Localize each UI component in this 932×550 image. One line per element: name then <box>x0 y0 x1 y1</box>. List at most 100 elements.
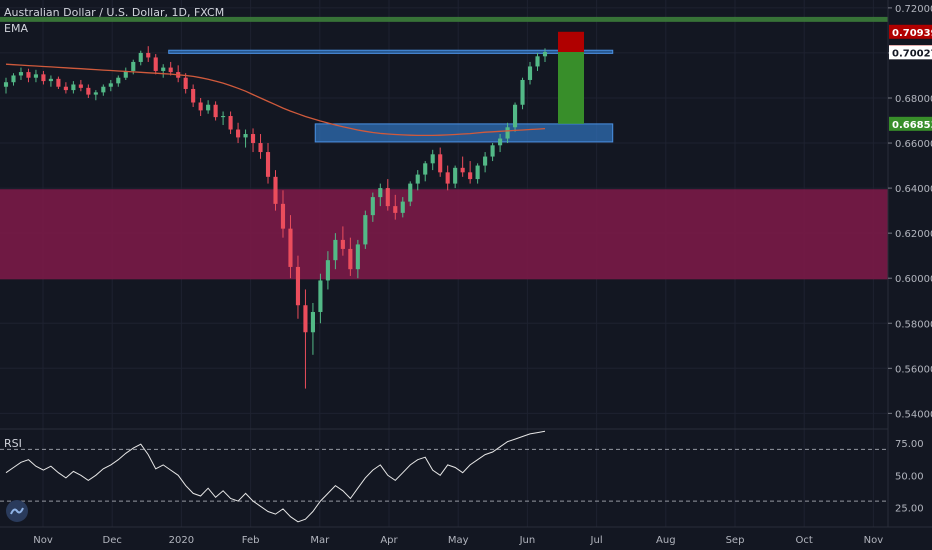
candle <box>250 128 256 153</box>
time-tick-label: Nov <box>33 535 53 546</box>
time-tick-label: Apr <box>380 535 398 546</box>
candle <box>438 147 443 177</box>
candle <box>385 179 390 211</box>
candle-body <box>153 57 158 71</box>
candle-body <box>41 74 46 82</box>
candle-body <box>236 129 241 138</box>
take-profit-box <box>558 52 584 124</box>
candle <box>355 239 360 279</box>
tradingview-logo-icon[interactable] <box>6 500 28 522</box>
candle <box>542 48 548 62</box>
candle-body <box>280 203 286 229</box>
candle <box>512 102 518 132</box>
candle <box>18 67 24 80</box>
ema-indicator-label[interactable]: EMA <box>4 22 28 35</box>
candle-body <box>438 154 443 173</box>
candle-body <box>475 165 480 180</box>
candle-body <box>512 104 518 128</box>
candle <box>138 50 143 66</box>
ema-line <box>5 63 546 137</box>
candle-body <box>198 102 203 111</box>
price-badge-bg <box>889 116 932 131</box>
candle <box>295 255 301 319</box>
candle <box>400 197 405 218</box>
candle <box>3 77 9 94</box>
price-badge-label: 0.70027 <box>892 48 932 59</box>
ema-line-layer <box>5 63 546 137</box>
candle-body <box>131 61 136 71</box>
candle-body <box>161 67 166 71</box>
candle-body <box>340 239 345 249</box>
candle <box>273 170 278 211</box>
candle <box>243 129 248 148</box>
candle <box>161 64 166 78</box>
candle <box>258 134 263 159</box>
candle <box>408 181 413 207</box>
candle <box>116 75 121 87</box>
candle-body <box>295 266 301 306</box>
price-tick-label: 0.54000 <box>895 409 932 420</box>
price-badge-bg <box>889 45 932 60</box>
time-tick-label: Nov <box>864 535 884 546</box>
candle <box>475 163 480 184</box>
price-badge-label: 0.70939 <box>892 28 932 39</box>
zone-support-zone-pink <box>0 189 888 280</box>
candle-body <box>483 156 488 166</box>
time-tick-label: Jun <box>519 535 536 546</box>
candle-body <box>542 52 548 57</box>
candle-body <box>56 78 61 87</box>
time-tick-label: Sep <box>726 535 745 546</box>
candle <box>498 134 503 153</box>
candle-body <box>498 138 503 146</box>
candle <box>393 194 398 220</box>
candle <box>453 165 458 189</box>
candle <box>168 61 173 76</box>
candle <box>176 65 181 83</box>
candle-body <box>445 172 450 184</box>
rsi-indicator-label[interactable]: RSI <box>4 437 22 450</box>
candle <box>348 237 353 276</box>
candle-body <box>303 305 308 333</box>
candle <box>288 215 293 279</box>
candle-body <box>138 52 143 62</box>
candle <box>310 302 315 355</box>
time-tick-label: Mar <box>310 535 330 546</box>
candle-body <box>400 201 405 213</box>
candle-body <box>348 248 353 270</box>
candle-body <box>108 83 113 87</box>
candle <box>78 79 83 92</box>
candle-body <box>116 77 121 84</box>
candle-body <box>378 188 383 198</box>
candle <box>11 73 16 86</box>
candle <box>183 73 188 94</box>
candle-body <box>63 86 68 91</box>
candle-body <box>318 280 323 312</box>
candle-body <box>93 92 98 95</box>
candle-body <box>310 311 315 333</box>
rsi-tick-label: 50.00 <box>895 471 924 482</box>
candle-body <box>430 154 435 164</box>
candle-body <box>191 88 196 103</box>
price-badge-bg <box>889 24 932 39</box>
candle-body <box>385 188 390 207</box>
position-tool[interactable] <box>558 31 584 124</box>
candle-body <box>48 78 53 82</box>
candle-body <box>206 104 211 111</box>
candle-body <box>355 244 360 270</box>
candle-body <box>78 84 83 88</box>
candle <box>423 161 428 182</box>
chart-title: Australian Dollar / U.S. Dollar, 1D, FXC… <box>4 6 225 19</box>
candle-body <box>520 79 525 105</box>
candle <box>527 61 533 85</box>
zone-resistance-line <box>168 49 614 54</box>
candle-body <box>18 72 24 76</box>
candle <box>63 82 68 94</box>
candle <box>370 192 375 222</box>
price-badge: 0.70027 <box>889 45 932 60</box>
